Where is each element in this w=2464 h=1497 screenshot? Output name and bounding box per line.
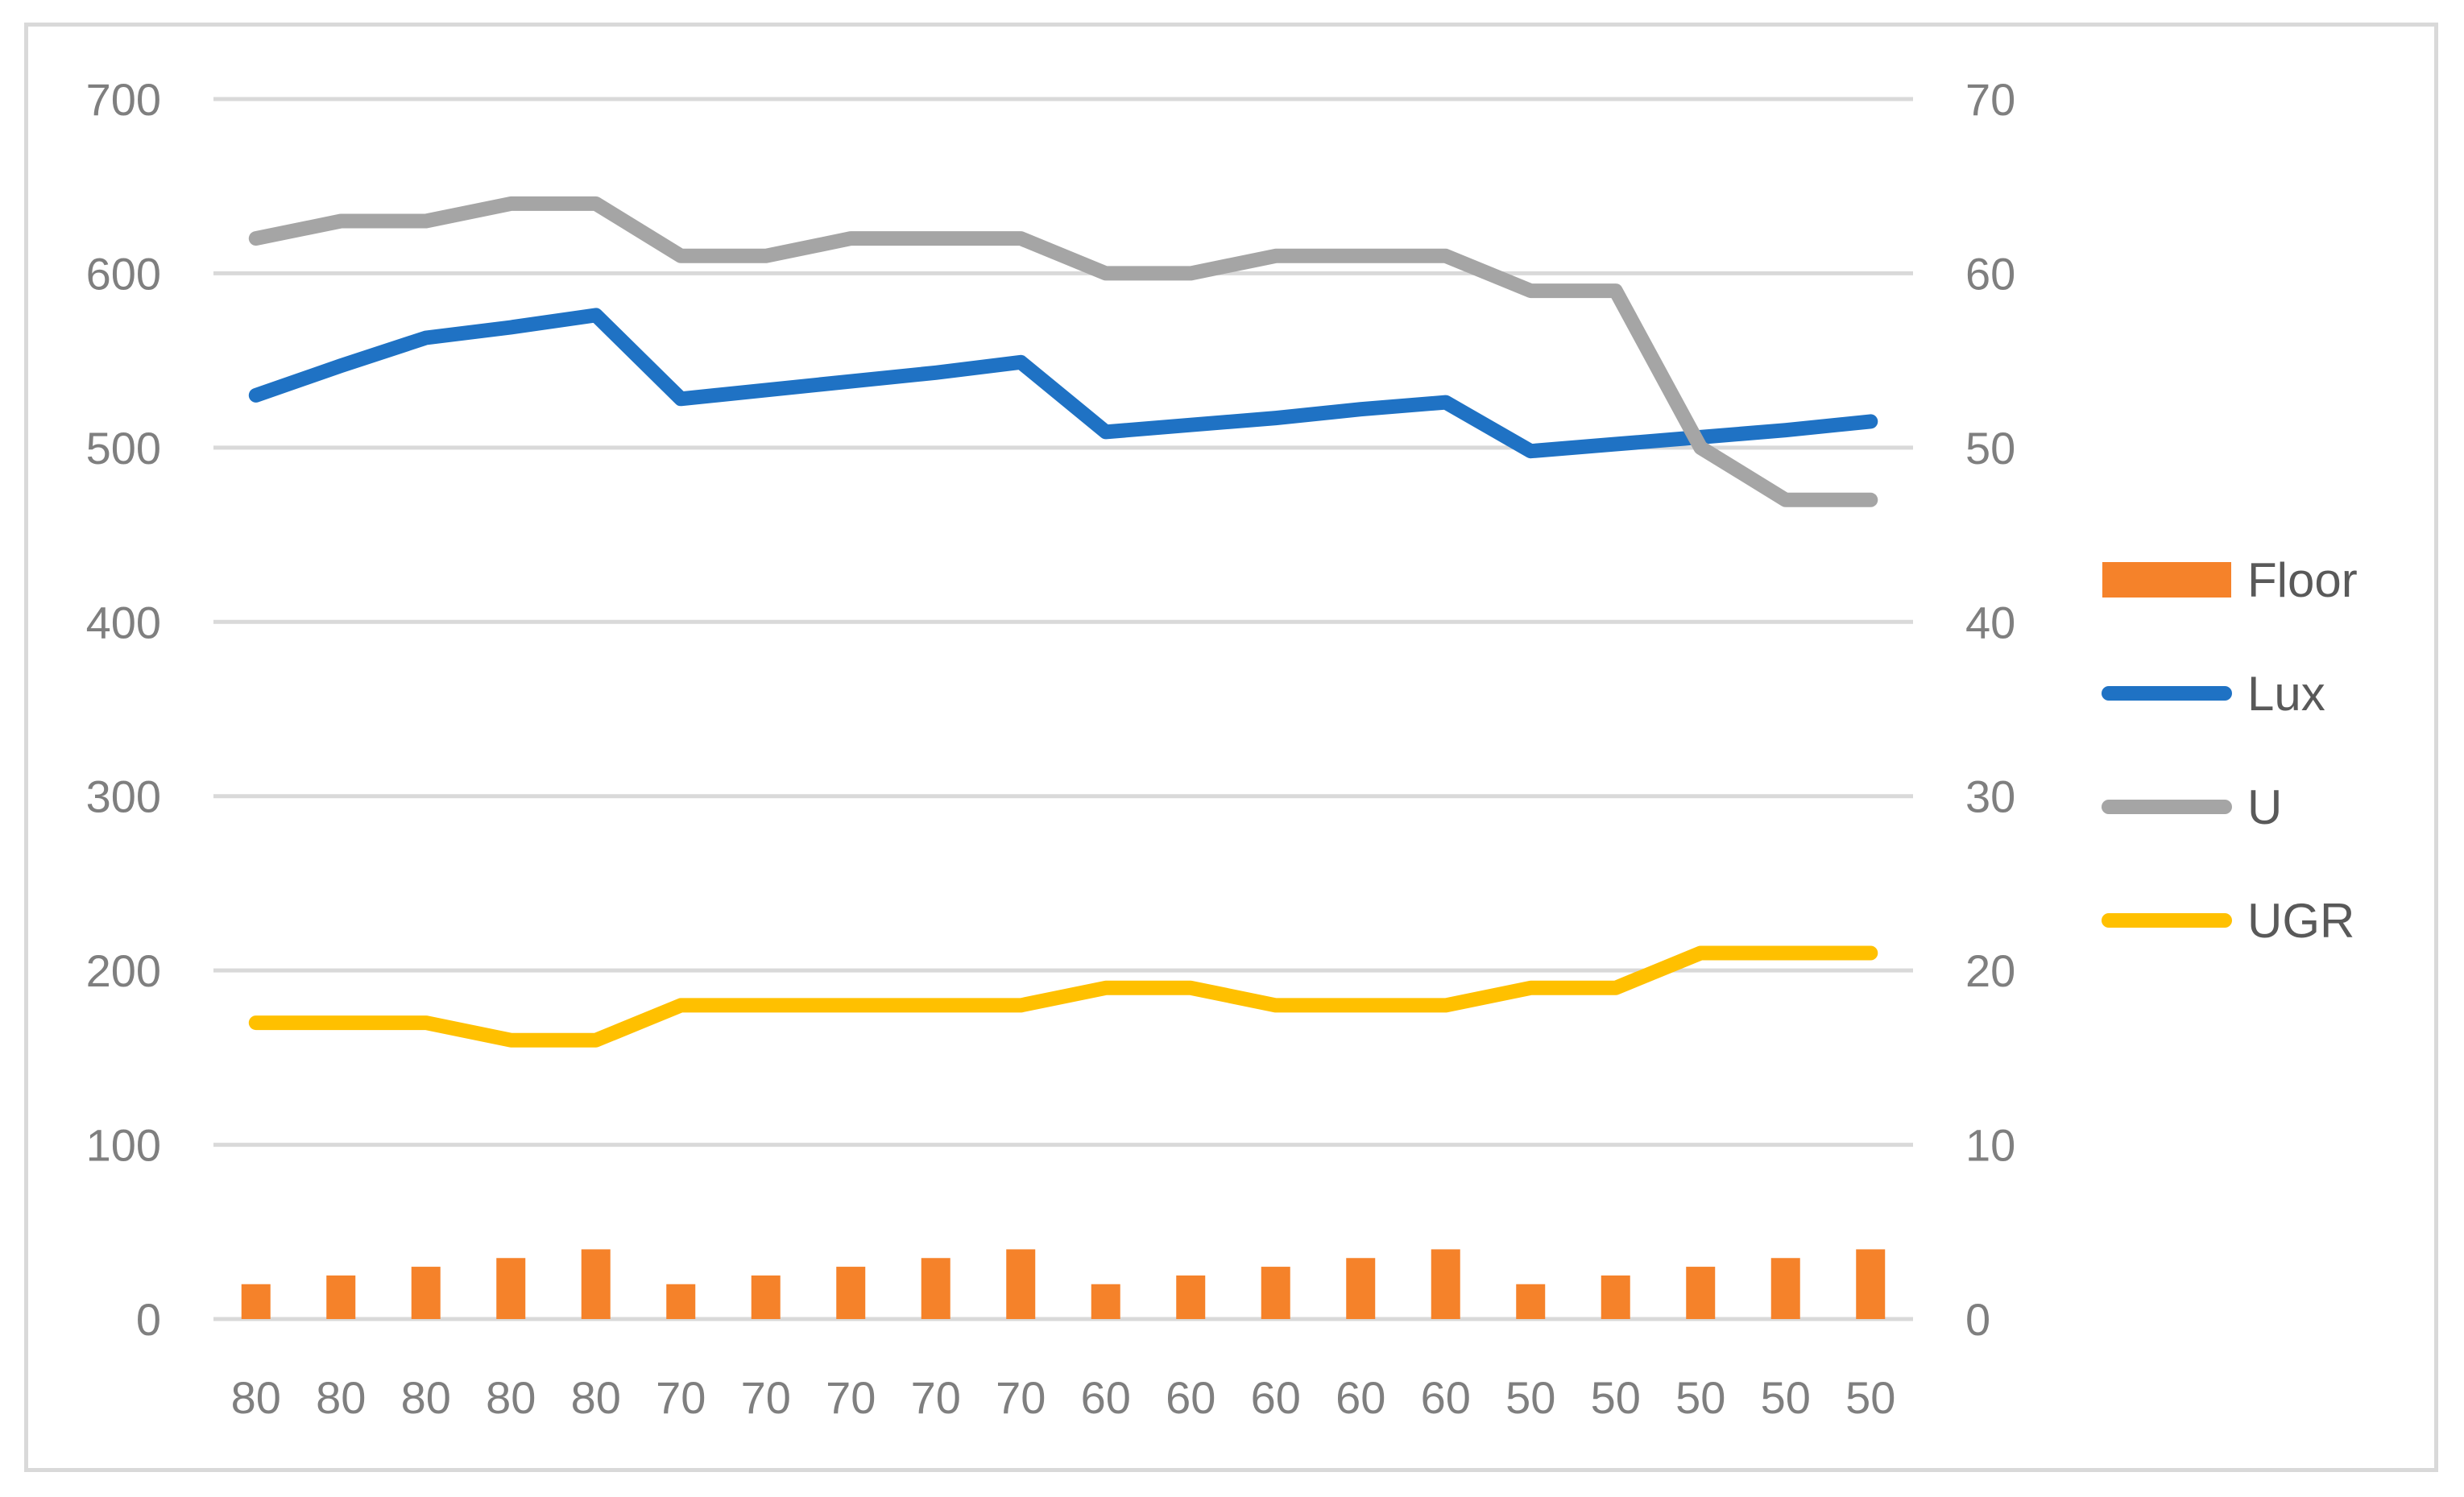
x-tick-label: 80 [571, 1372, 621, 1423]
bar-floor [326, 1275, 356, 1319]
y-right-tick-label: 70 [1965, 74, 2015, 125]
line-lux [248, 308, 1878, 459]
x-tick-label: 80 [486, 1372, 536, 1423]
floor-bars [241, 1249, 1886, 1319]
bar-floor [1346, 1258, 1376, 1319]
bar-floor [241, 1284, 271, 1319]
bar-floor [1516, 1284, 1546, 1319]
legend-label-lux: Lux [2247, 667, 2325, 721]
legend-swatch-floor [2102, 562, 2231, 598]
bar-floor [1176, 1275, 1206, 1319]
bar-floor [1006, 1249, 1036, 1319]
line-ugr [248, 945, 1878, 1048]
y-left-tick-label: 0 [136, 1294, 161, 1345]
bar-floor [1856, 1249, 1886, 1319]
series-lines [248, 196, 1878, 1048]
x-tick-label: 70 [996, 1372, 1046, 1423]
y-left-tick-label: 700 [86, 74, 161, 125]
x-tick-label: 70 [826, 1372, 876, 1423]
x-tick-label: 70 [656, 1372, 706, 1423]
bar-floor [836, 1267, 866, 1319]
bar-floor [1770, 1258, 1800, 1319]
legend: Floor Lux U UGR [2102, 553, 2358, 948]
bar-floor [1601, 1275, 1630, 1319]
x-tick-label: 70 [911, 1372, 961, 1423]
y-left-tick-label: 200 [86, 945, 161, 996]
bar-floor [1091, 1284, 1120, 1319]
y-right-tick-label: 0 [1965, 1294, 1990, 1345]
x-tick-label: 60 [1081, 1372, 1131, 1423]
bar-floor [1431, 1249, 1460, 1319]
y-right-tick-label: 60 [1965, 248, 2015, 299]
x-tick-label: 50 [1675, 1372, 1725, 1423]
y-right-tick-label: 50 [1965, 423, 2015, 473]
y-right-tick-label: 30 [1965, 771, 2015, 822]
y-left-tick-label: 600 [86, 248, 161, 299]
x-tick-label: 60 [1166, 1372, 1215, 1423]
x-tick-label: 60 [1336, 1372, 1385, 1423]
bar-floor [666, 1284, 696, 1319]
y-left-tick-label: 400 [86, 597, 161, 647]
y-right-tick-label: 40 [1965, 597, 2015, 647]
y-left-tick-label: 300 [86, 771, 161, 822]
x-tick-label: 80 [401, 1372, 451, 1423]
legend-label-floor: Floor [2247, 553, 2358, 607]
axis-labels: 0 100 200 300 400 500 600 700 0 10 20 30 40 50 60 70 80 8… [86, 74, 2016, 1423]
y-right-tick-label: 20 [1965, 945, 2015, 996]
legend-label-ugr: UGR [2247, 894, 2354, 948]
x-tick-label: 60 [1421, 1372, 1471, 1423]
line-u [248, 196, 1878, 507]
x-tick-label: 50 [1505, 1372, 1555, 1423]
gridlines [213, 97, 1913, 1321]
bar-floor [921, 1258, 950, 1319]
bar-floor [496, 1258, 526, 1319]
bar-floor [411, 1267, 441, 1319]
bar-floor [581, 1249, 611, 1319]
x-tick-label: 50 [1761, 1372, 1811, 1423]
y-left-tick-label: 500 [86, 423, 161, 473]
x-tick-label: 80 [316, 1372, 366, 1423]
x-tick-label: 50 [1845, 1372, 1895, 1423]
bar-floor [1261, 1267, 1290, 1319]
legend-label-u: U [2247, 780, 2282, 834]
bar-floor [751, 1275, 781, 1319]
x-tick-label: 70 [741, 1372, 791, 1423]
bar-floor [1686, 1267, 1716, 1319]
y-right-tick-label: 10 [1965, 1120, 2015, 1171]
x-tick-label: 60 [1251, 1372, 1301, 1423]
x-tick-label: 50 [1591, 1372, 1641, 1423]
y-left-tick-label: 100 [86, 1120, 161, 1171]
x-tick-label: 80 [231, 1372, 281, 1423]
